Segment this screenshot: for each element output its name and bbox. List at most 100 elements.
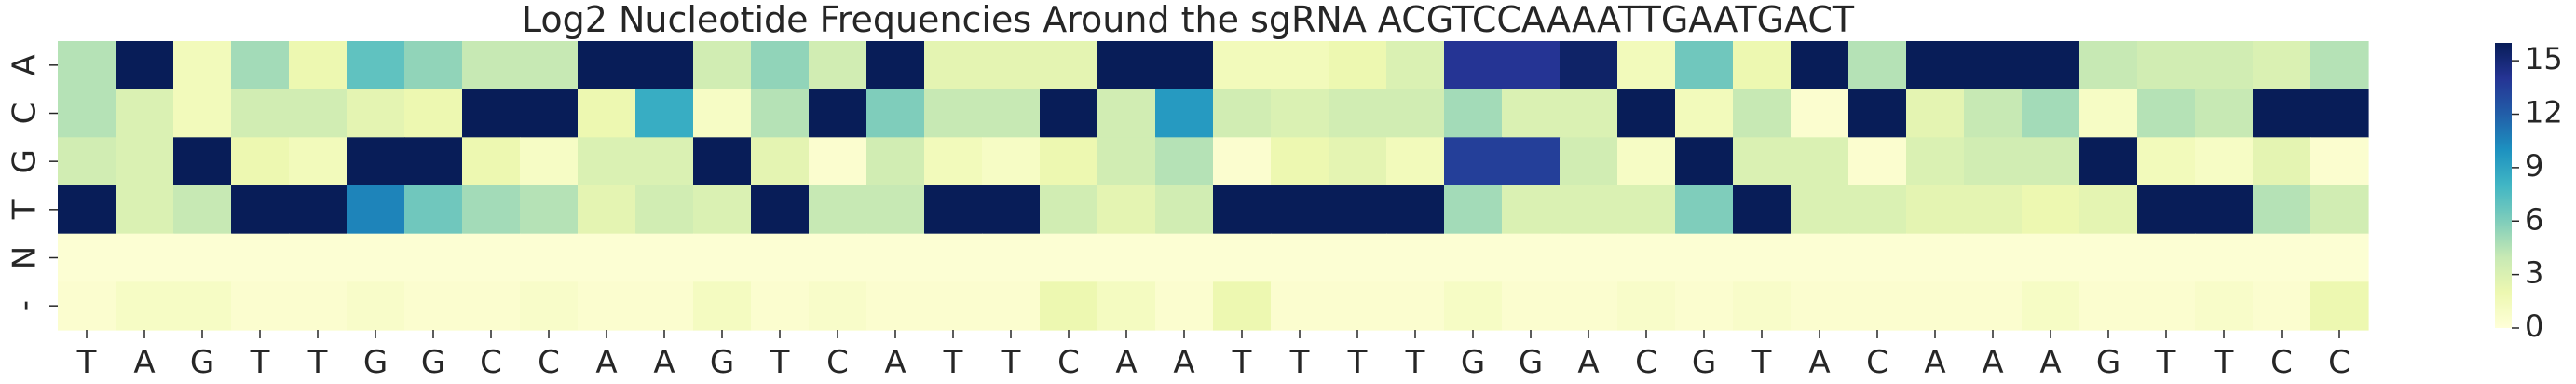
column-tick-label: G [363,344,388,379]
row-tick-label: G [7,149,44,173]
heatmap-cell-N-39 [2253,233,2311,282]
heatmap-cell-N-33 [1906,233,1965,282]
heatmap-cell-C-34 [1964,89,2023,138]
heatmap-cell-G-25 [1444,137,1503,186]
column-tick-label: A [1115,344,1137,379]
heatmap-cell-T-22 [1271,185,1329,235]
heatmap-cell-N-16 [924,233,983,282]
heatmap-cell-G-21 [1213,137,1272,186]
heatmap-cell-A-36 [2079,41,2138,90]
heatmap-cell-A-25 [1444,41,1503,90]
heatmap-cell-C-14 [809,89,867,138]
heatmap-cell-A-40 [2310,41,2369,90]
heatmap-cell-C-37 [2137,89,2196,138]
heatmap-cell-A-22 [1271,41,1329,90]
heatmap-cell-A-2 [116,41,174,90]
heatmap-cell-T-35 [2022,185,2080,235]
heatmap-cell-G-3 [173,137,232,186]
heatmap-cell-A-10 [578,41,636,90]
heatmap-cell-A-4 [231,41,290,90]
heatmap-cell-N-5 [289,233,348,282]
column-tick-label: A [2039,344,2061,379]
heatmap-cell-T-26 [1502,185,1561,235]
heatmap-cell-N-18 [1040,233,1098,282]
row-tick-label: T [7,199,44,220]
heatmap-cell---23 [1329,281,1387,331]
heatmap-cell-N-12 [693,233,752,282]
column-tick-label: G [190,344,214,379]
colorbar-tick-label: 12 [2525,95,2563,130]
heatmap-cell-G-11 [635,137,694,186]
heatmap-cell-A-15 [866,41,925,90]
heatmap-cell-A-11 [635,41,694,90]
heatmap-cell-N-31 [1791,233,1849,282]
heatmap-cell-C-9 [520,89,579,138]
heatmap-cell---14 [809,281,867,331]
heatmap-cell-A-9 [520,41,579,90]
heatmap-cell-C-40 [2310,89,2369,138]
heatmap-cell-C-29 [1675,89,1734,138]
heatmap-cell-N-21 [1213,233,1272,282]
heatmap-cell-N-1 [58,233,116,282]
colorbar-gradient [2495,43,2512,328]
heatmap-cell---9 [520,281,579,331]
heatmap-cell-C-10 [578,89,636,138]
heatmap-cell-C-11 [635,89,694,138]
column-tick-label: G [2096,344,2120,379]
heatmap-cell-N-13 [751,233,810,282]
heatmap-cell-G-12 [693,137,752,186]
heatmap-cell-T-20 [1155,185,1214,235]
heatmap-cell-T-25 [1444,185,1503,235]
heatmap-cell---5 [289,281,348,331]
heatmap-cell---35 [2022,281,2080,331]
heatmap-cell---31 [1791,281,1849,331]
heatmap-cell-A-24 [1386,41,1445,90]
heatmap-cell-G-2 [116,137,174,186]
heatmap-cell-T-13 [751,185,810,235]
heatmap-cell-T-6 [347,185,405,235]
heatmap-cell-C-22 [1271,89,1329,138]
column-tick-label: G [1461,344,1485,379]
heatmap-cell---11 [635,281,694,331]
heatmap-cell---13 [751,281,810,331]
heatmap-cell-A-37 [2137,41,2196,90]
heatmap-cells [58,41,2369,331]
heatmap-cell---40 [2310,281,2369,331]
heatmap-cell---15 [866,281,925,331]
column-tick-label: T [76,344,97,379]
column-tick-label: T [1405,344,1425,379]
heatmap-cell-T-37 [2137,185,2196,235]
heatmap-cell---36 [2079,281,2138,331]
heatmap-cell-G-36 [2079,137,2138,186]
heatmap-cell-C-23 [1329,89,1387,138]
heatmap-cell-C-12 [693,89,752,138]
heatmap-cell-A-8 [462,41,521,90]
heatmap-cell-A-19 [1097,41,1156,90]
heatmap-cell-N-8 [462,233,521,282]
heatmap-cell-C-5 [289,89,348,138]
heatmap-cell---6 [347,281,405,331]
heatmap-cell-T-9 [520,185,579,235]
heatmap-cell-C-31 [1791,89,1849,138]
heatmap-cell-C-21 [1213,89,1272,138]
column-tick-label: A [1924,344,1945,379]
heatmap-cell-C-32 [1848,89,1907,138]
heatmap-cell-C-38 [2195,89,2254,138]
heatmap-cell-T-4 [231,185,290,235]
heatmap-cell-G-24 [1386,137,1445,186]
column-tick-label: C [1057,344,1080,379]
column-tick-label: A [1577,344,1599,379]
heatmap-cell-G-27 [1560,137,1618,186]
heatmap-cell-G-31 [1791,137,1849,186]
heatmap-cell-G-20 [1155,137,1214,186]
heatmap-cell-G-1 [58,137,116,186]
heatmap-cell-T-15 [866,185,925,235]
heatmap-cell-T-29 [1675,185,1734,235]
heatmap-cell-C-39 [2253,89,2311,138]
row-tick-label: A [7,54,44,75]
heatmap-cell-C-19 [1097,89,1156,138]
heatmap-cell-A-21 [1213,41,1272,90]
heatmap-cell-G-18 [1040,137,1098,186]
heatmap-cell---2 [116,281,174,331]
